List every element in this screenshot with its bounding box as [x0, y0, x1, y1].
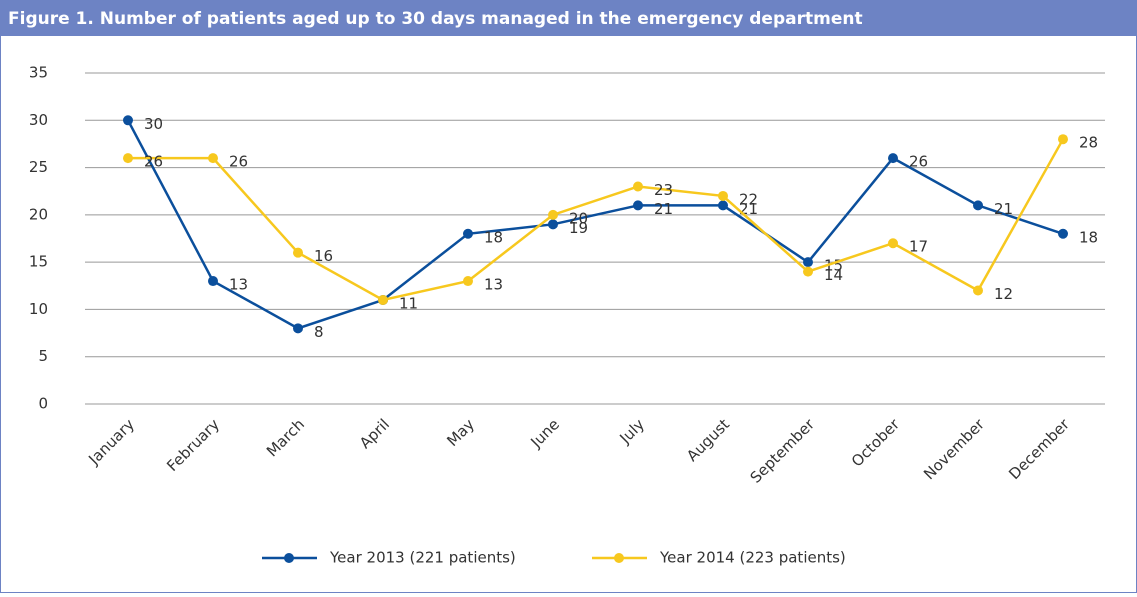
data-label: 8	[314, 323, 324, 341]
header-bar	[0, 0, 1137, 36]
data-label: 11	[399, 294, 418, 312]
y-tick-label: 15	[29, 253, 48, 271]
point	[293, 323, 303, 334]
data-label: 26	[909, 153, 928, 171]
point	[463, 276, 473, 287]
legend-marker	[614, 553, 624, 563]
data-label: 13	[229, 276, 248, 294]
point	[718, 190, 728, 201]
y-tick-label: 35	[29, 64, 48, 82]
data-label: 26	[229, 153, 248, 171]
point	[293, 247, 303, 258]
data-label: 19	[569, 219, 588, 237]
point	[633, 200, 643, 211]
point	[1058, 134, 1068, 145]
point	[888, 238, 898, 249]
y-tick-label: 25	[29, 158, 48, 176]
data-label: 23	[654, 181, 673, 199]
legend-marker	[284, 553, 294, 563]
data-label: 26	[144, 153, 163, 171]
data-label: 30	[144, 115, 163, 133]
point	[973, 285, 983, 296]
y-tick-label: 5	[38, 347, 48, 365]
y-tick-label: 0	[38, 395, 48, 413]
data-label: 21	[654, 200, 673, 218]
point	[208, 153, 218, 164]
point	[1058, 228, 1068, 239]
point	[803, 266, 813, 277]
point	[378, 294, 388, 305]
legend-label: Year 2014 (223 patients)	[659, 549, 846, 567]
point	[208, 276, 218, 287]
series-line	[128, 138, 1065, 302]
data-label: 13	[484, 276, 503, 294]
chart-title: Figure 1. Number of patients aged up to …	[8, 9, 863, 29]
point	[463, 228, 473, 239]
legend-label: Year 2013 (221 patients)	[329, 549, 516, 567]
data-label: 20	[569, 209, 588, 227]
point	[123, 153, 133, 164]
data-label: 16	[314, 247, 333, 265]
point	[718, 200, 728, 211]
data-label: 18	[1079, 228, 1098, 246]
data-label: 22	[739, 190, 758, 208]
y-tick-label: 20	[29, 205, 48, 223]
point	[548, 219, 558, 230]
point	[633, 181, 643, 192]
point	[803, 257, 813, 268]
data-label: 28	[1079, 134, 1098, 152]
data-label: 21	[994, 200, 1013, 218]
point	[548, 209, 558, 220]
series-line	[126, 119, 1064, 330]
data-label: 17	[909, 238, 928, 256]
point	[888, 153, 898, 164]
data-label: 14	[824, 266, 843, 284]
point	[123, 115, 133, 126]
data-label: 18	[484, 228, 503, 246]
point	[973, 200, 983, 211]
y-tick-label: 30	[29, 111, 48, 129]
data-label: 12	[994, 285, 1013, 303]
y-tick-label: 10	[29, 300, 48, 318]
